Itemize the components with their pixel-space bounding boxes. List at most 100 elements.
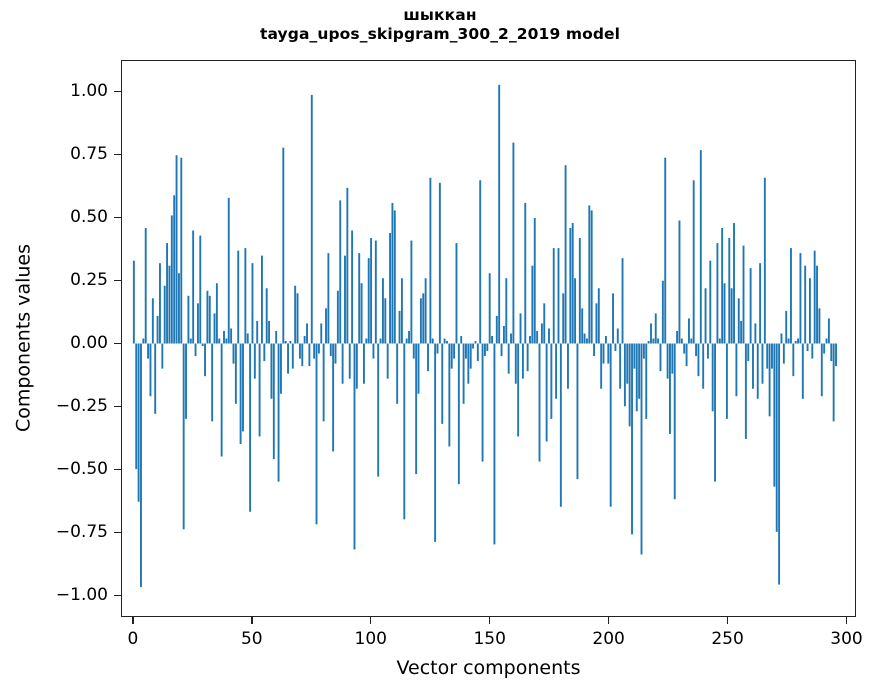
bar: [441, 343, 444, 424]
bar: [220, 343, 223, 457]
y-tick-mark: [114, 405, 121, 408]
bar: [524, 202, 527, 344]
bar: [170, 215, 173, 344]
bar: [737, 298, 740, 344]
bar: [571, 222, 574, 344]
bar: [253, 343, 256, 379]
bar: [761, 343, 764, 384]
y-tick-label: 0.00: [70, 332, 108, 353]
bar: [483, 343, 486, 357]
bar: [469, 343, 472, 369]
bar: [268, 320, 271, 344]
bar: [493, 343, 496, 545]
bar: [135, 343, 138, 470]
bar: [177, 273, 180, 344]
bar: [495, 315, 498, 344]
bar: [785, 310, 788, 344]
bar: [436, 343, 439, 354]
bar: [315, 343, 318, 525]
bar: [647, 341, 650, 344]
bar: [417, 343, 420, 394]
bar: [367, 258, 370, 344]
bar: [175, 155, 178, 344]
bar: [227, 197, 230, 344]
x-tick-label: 300: [830, 629, 863, 649]
bar: [422, 293, 425, 344]
bar: [448, 343, 451, 447]
bar: [754, 323, 757, 344]
bar: [517, 343, 520, 437]
bar: [161, 343, 164, 369]
bar: [545, 343, 548, 442]
bar: [526, 343, 529, 372]
bar: [756, 343, 759, 399]
bar: [308, 343, 311, 367]
bar: [215, 283, 218, 344]
bar: [296, 293, 299, 344]
bar: [263, 343, 266, 362]
bar: [336, 290, 339, 344]
bar: [182, 343, 185, 530]
bar: [735, 343, 738, 397]
bar: [531, 265, 534, 344]
x-tick-mark: [489, 617, 491, 624]
bar: [585, 338, 588, 344]
bar: [386, 343, 389, 379]
bar: [685, 343, 688, 367]
bar: [154, 343, 157, 414]
bar: [654, 313, 657, 344]
bar: [166, 243, 169, 344]
bar: [763, 177, 766, 344]
bar-series: [132, 84, 837, 588]
bar: [657, 338, 660, 344]
bar: [391, 202, 394, 344]
y-tick-label: −0.25: [55, 395, 108, 416]
bar: [635, 343, 638, 412]
bar: [460, 335, 463, 344]
bar: [346, 187, 349, 344]
bar: [614, 343, 617, 352]
bar: [208, 295, 211, 344]
bar: [232, 343, 235, 364]
bar: [306, 323, 308, 344]
bar: [341, 343, 344, 384]
bar: [427, 343, 429, 372]
bar: [775, 343, 778, 532]
bar: [569, 227, 572, 344]
bar: [650, 323, 652, 344]
bar: [140, 343, 142, 588]
bar: [258, 343, 261, 437]
bar: [604, 335, 607, 344]
bar: [249, 343, 252, 512]
bar: [225, 338, 228, 344]
bar: [507, 343, 510, 374]
bar: [730, 288, 733, 344]
bar: [640, 343, 643, 555]
bar: [782, 343, 785, 364]
bar: [699, 150, 702, 344]
bar: [538, 343, 541, 462]
bar: [621, 258, 624, 344]
x-tick-label: 200: [592, 629, 625, 649]
bar: [156, 315, 159, 344]
bar: [284, 341, 287, 344]
bar: [344, 255, 346, 344]
bar: [185, 343, 187, 419]
bar: [666, 343, 669, 379]
bar: [692, 180, 695, 344]
bar: [144, 227, 147, 344]
bar: [398, 310, 401, 344]
y-axis-label: Components values: [12, 243, 35, 433]
bar: [450, 343, 453, 369]
bar: [443, 338, 446, 344]
bar: [149, 343, 152, 397]
bar: [790, 248, 792, 344]
bar: [626, 343, 629, 384]
bar: [242, 343, 244, 432]
y-tick-mark: [114, 90, 121, 93]
bar: [403, 343, 406, 520]
bar: [223, 330, 225, 344]
bar: [590, 210, 593, 344]
x-tick-mark: [726, 617, 729, 624]
bar: [230, 328, 233, 344]
